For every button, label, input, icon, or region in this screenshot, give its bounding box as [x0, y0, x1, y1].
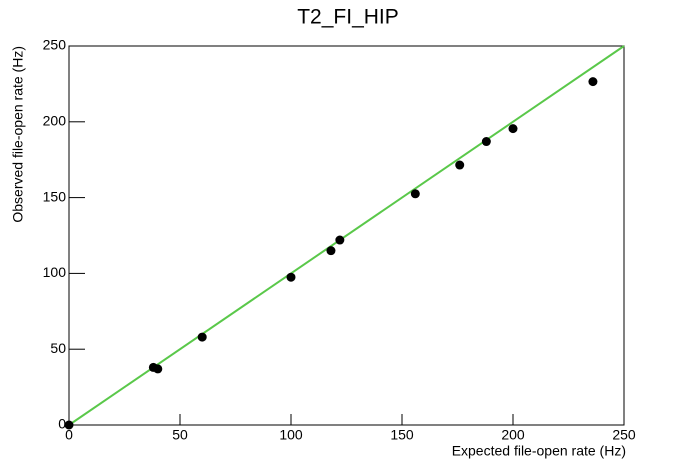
x-tick-label: 50: [172, 427, 188, 443]
data-point: [455, 160, 465, 170]
data-point: [326, 246, 336, 256]
data-point: [410, 189, 420, 199]
x-axis-title: Expected file-open rate (Hz): [452, 443, 626, 459]
data-point: [64, 420, 74, 430]
y-tick-label: 0: [58, 416, 66, 432]
y-tick-label: 250: [43, 37, 67, 53]
y-tick-label: 200: [43, 113, 67, 129]
y-tick-label: 50: [50, 340, 66, 356]
x-tick-label: 150: [390, 427, 414, 443]
y-tick-label: 100: [43, 264, 67, 280]
x-tick-label: 250: [612, 427, 636, 443]
data-point: [286, 272, 296, 282]
data-point: [481, 137, 491, 147]
x-tick-label: 200: [501, 427, 525, 443]
data-point: [153, 364, 163, 374]
x-tick-label: 0: [65, 427, 73, 443]
plot-frame: [68, 45, 625, 426]
data-point: [335, 235, 345, 245]
y-tick-label: 150: [43, 188, 67, 204]
y-axis-title: Observed file-open rate (Hz): [10, 46, 26, 223]
data-point: [508, 124, 518, 134]
chart-title: T2_FI_HIP: [297, 6, 399, 29]
data-point: [588, 77, 598, 87]
x-tick-label: 100: [279, 427, 303, 443]
fit-line: [68, 45, 625, 426]
data-point: [197, 332, 207, 342]
